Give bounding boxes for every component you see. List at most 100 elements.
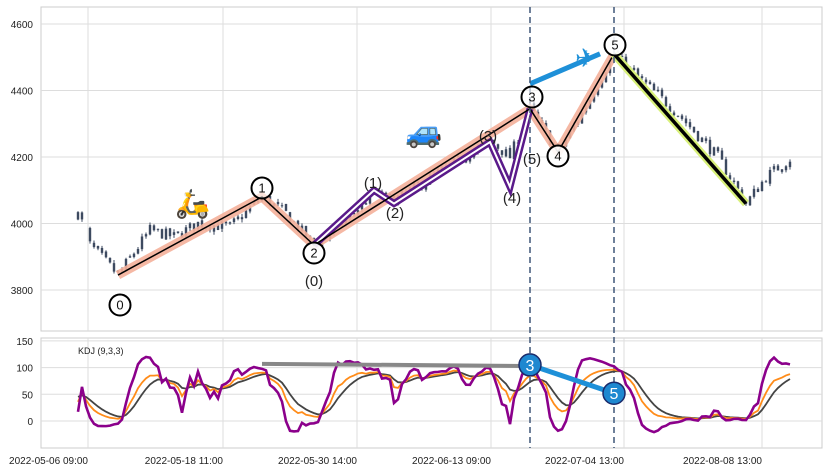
candle-body	[160, 229, 164, 239]
scooter-icon: 🛵	[175, 188, 210, 220]
candle-body	[632, 67, 636, 71]
candle-body	[680, 115, 684, 119]
y-tick-label: 4200	[11, 153, 34, 164]
grid	[40, 6, 823, 449]
candle-body	[148, 224, 152, 235]
x-tick-label: 2022-07-04 13:00	[545, 456, 624, 467]
wave-label: 1	[258, 181, 265, 196]
candle-body	[648, 81, 652, 85]
blue-arrow-line	[529, 51, 601, 87]
wave-label: 2	[310, 246, 317, 261]
sub-wave-label: (3)	[479, 128, 497, 145]
candle-body	[164, 228, 168, 240]
candle-body	[504, 149, 508, 157]
candle-body	[600, 81, 604, 88]
candle-body	[496, 144, 500, 149]
candle-body	[652, 83, 656, 91]
kdj-blue-line	[529, 362, 615, 396]
wave-label: 5	[611, 38, 618, 53]
candle-body	[124, 258, 128, 271]
candle-body	[136, 248, 140, 254]
wave-circle-marker	[250, 176, 274, 200]
wave-label: 0	[116, 298, 123, 313]
candle-body	[212, 225, 216, 232]
candle-body	[720, 150, 724, 160]
candle-body	[492, 139, 496, 144]
candle-body	[748, 196, 752, 206]
candle-body	[244, 210, 248, 218]
kdj-y-tick-label: 150	[16, 337, 33, 348]
candle-body	[596, 88, 600, 96]
candle-body	[228, 222, 232, 224]
candle-body	[664, 97, 668, 107]
candle-body	[100, 247, 104, 253]
kdj-panel: KDJ (9,3,3) 3 5	[76, 346, 791, 434]
decline-line	[612, 52, 748, 205]
candle-body	[200, 220, 204, 228]
kdj-y-tick-label: 50	[22, 390, 34, 401]
y-tick-label: 4600	[11, 20, 34, 31]
wave-circle-marker	[603, 33, 627, 57]
x-tick-label: 2022-05-30 14:00	[278, 456, 357, 467]
candle-body	[640, 76, 644, 79]
plane-icon: ✈	[575, 43, 597, 73]
candle-body	[140, 236, 144, 250]
candle-body	[500, 150, 504, 155]
candle-body	[184, 227, 188, 238]
candle-body	[108, 257, 112, 263]
candle-body	[220, 221, 224, 229]
candle-body	[732, 180, 736, 183]
candle-body	[144, 234, 148, 237]
candle-body	[668, 106, 672, 112]
kdj-j-line	[76, 355, 791, 434]
candle-body	[704, 138, 708, 141]
candle-body	[216, 224, 220, 230]
candle-body	[772, 166, 776, 170]
candle-body	[700, 137, 704, 142]
candle-body	[168, 228, 172, 237]
candle-body	[280, 205, 284, 207]
candle-body	[788, 161, 792, 168]
wave-circle-marker	[302, 241, 326, 265]
candle-body	[780, 169, 784, 172]
x-tick-label: 2022-06-13 09:00	[412, 456, 491, 467]
candle-body	[604, 73, 608, 83]
candle-body	[764, 181, 768, 183]
labels: 380040004200440046000501001502022-05-06 …	[9, 20, 762, 467]
candle-body	[80, 212, 84, 220]
candle-body	[672, 112, 676, 116]
wave-label: 3	[528, 90, 535, 105]
wave-circle-marker	[546, 144, 570, 168]
main-wave-line	[117, 53, 615, 276]
kdj-annotation-label: 5	[610, 386, 619, 403]
candle-body	[784, 166, 788, 171]
candle-body	[692, 126, 696, 133]
sub-wave-label: (2)	[386, 205, 404, 222]
candle-body	[684, 118, 688, 124]
candle-body	[760, 181, 764, 191]
candle-body	[736, 181, 740, 189]
candle-body	[508, 147, 512, 159]
candle-body	[248, 206, 252, 212]
candle-body	[352, 213, 356, 215]
candle-body	[132, 253, 136, 257]
candle-body	[728, 175, 732, 180]
x-tick-label: 2022-08-08 13:00	[683, 456, 762, 467]
candle-body	[92, 242, 96, 248]
candle-body	[756, 188, 760, 193]
candle-body	[688, 122, 692, 128]
candle-body	[240, 217, 244, 220]
candle-body	[724, 159, 728, 175]
candle-body	[88, 227, 92, 242]
candle-body	[676, 115, 680, 117]
candle-body	[768, 169, 772, 184]
candle-body	[712, 147, 716, 156]
wave-circle-marker	[108, 293, 132, 317]
candle-body	[620, 56, 624, 58]
sub-wave-inner	[313, 108, 531, 246]
candle-body	[512, 141, 516, 160]
kdj-y-tick-label: 100	[16, 364, 33, 375]
kdj-k-line	[77, 368, 791, 421]
candle-body	[660, 89, 664, 97]
